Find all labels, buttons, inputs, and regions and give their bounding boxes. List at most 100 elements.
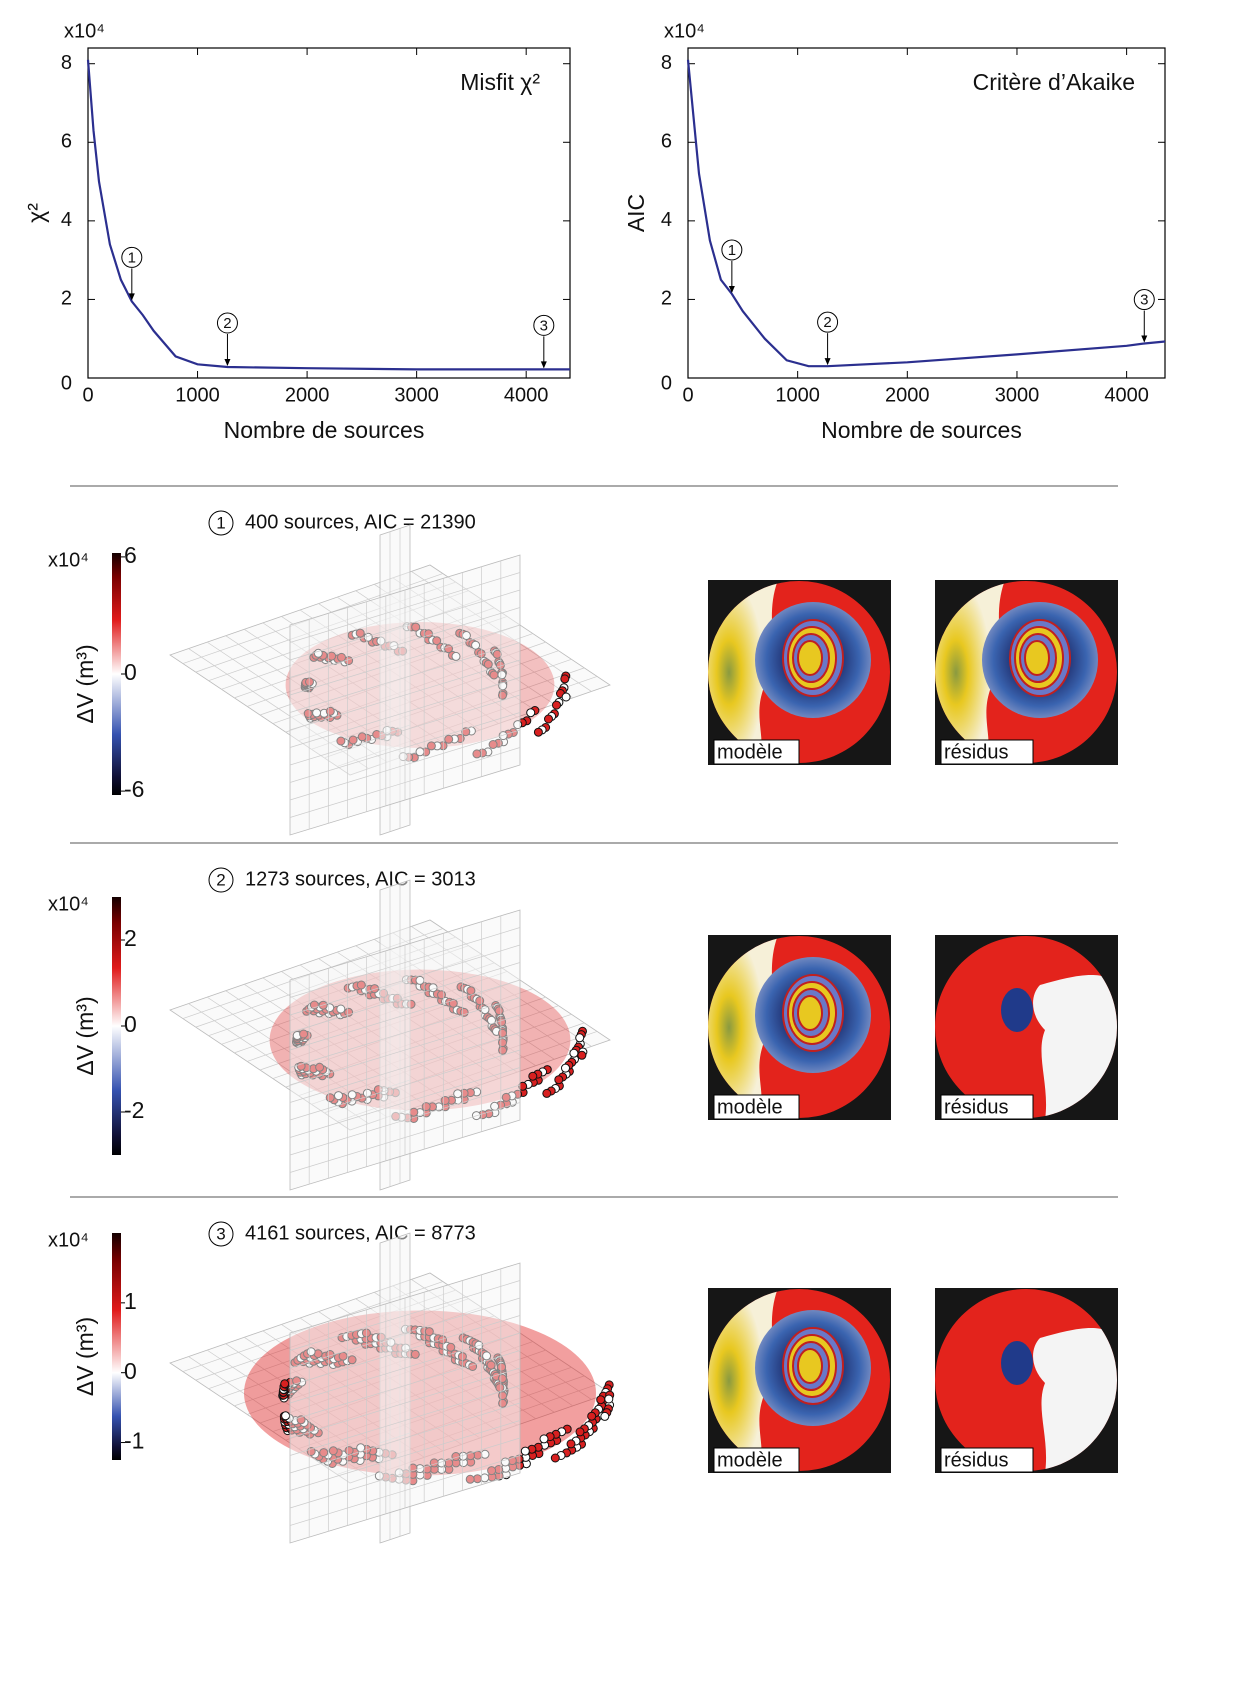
x-tick-label: 0 — [82, 384, 93, 406]
grid-plane-line — [289, 747, 521, 818]
source-point — [539, 1434, 549, 1444]
colorbar — [112, 553, 121, 795]
row-caption: 4161 sources, AIC = 8773 — [245, 1222, 476, 1244]
y-tick-label: 2 — [61, 288, 72, 310]
panel-label-box — [713, 739, 800, 765]
colorbar-tick-label: 6 — [124, 542, 137, 568]
fringe — [1024, 640, 1050, 676]
line-series — [86, 59, 570, 371]
colorbar-tick-label: -6 — [124, 776, 144, 802]
panel-label-box — [713, 1094, 800, 1120]
colorbar-multiplier: x10⁴ — [48, 893, 89, 915]
panel-label-box — [713, 1447, 800, 1473]
source-point — [542, 1088, 552, 1098]
row-number: 2 — [216, 870, 225, 889]
y-tick-label: 4 — [661, 209, 672, 231]
panel-label-box — [940, 739, 1034, 765]
source-point — [604, 1394, 614, 1404]
x-tick-label: 0 — [682, 384, 693, 406]
chart-title: Critère d’Akaike — [973, 69, 1135, 95]
plot-frame — [87, 47, 571, 379]
source-point — [552, 700, 561, 710]
y-tick-label: 8 — [61, 52, 72, 74]
source-point — [596, 1395, 606, 1405]
annotation-label: 3 — [540, 317, 548, 334]
annotation-circle — [533, 314, 555, 336]
residual-interferogram: résidus — [935, 935, 1118, 1120]
plot-frame — [687, 47, 1166, 379]
y-tick-label: 4 — [61, 209, 72, 231]
panel-label-box — [940, 1094, 1034, 1120]
row-number: 3 — [216, 1224, 225, 1243]
colorbar-tick-label: -2 — [124, 1097, 144, 1123]
row-number: 1 — [216, 513, 225, 532]
annotation-circle — [817, 311, 839, 333]
uplift-zone — [708, 1289, 778, 1471]
source-point — [569, 1048, 579, 1058]
uplift-zone — [935, 581, 1005, 763]
x-axis-label: Nombre de sources — [821, 417, 1022, 443]
residual-interferogram: résidus — [935, 1288, 1118, 1473]
colorbar-multiplier: x10⁴ — [48, 1229, 89, 1251]
y-offset-label: x10⁴ — [664, 20, 705, 42]
source-volume-3d — [169, 1232, 615, 1544]
x-axis-label: Nombre de sources — [224, 417, 425, 443]
annotation-arrowhead — [540, 361, 547, 369]
fringe — [797, 995, 823, 1031]
interferogram-disk — [708, 936, 890, 1118]
row-caption: 400 sources, AIC = 21390 — [245, 511, 476, 533]
colorbar — [112, 1233, 121, 1460]
panel-label: modèle — [717, 741, 783, 763]
fringe — [797, 1348, 823, 1384]
annotation-arrowhead — [824, 358, 831, 366]
colorbar-label: ΔV (m³) — [72, 644, 98, 723]
annotation-arrowhead — [224, 359, 231, 366]
y-axis-label: AIC — [623, 194, 649, 232]
source-point — [528, 1071, 538, 1081]
grid-plane-line — [289, 1102, 521, 1173]
residual-interferogram: résidus — [935, 580, 1118, 765]
row-number-circle — [208, 867, 234, 893]
uplift-zone — [708, 936, 778, 1118]
annotation-circle — [121, 246, 143, 268]
panel-label: modèle — [717, 1449, 783, 1471]
y-tick-label: 6 — [61, 131, 72, 153]
residual-blue — [1001, 1341, 1033, 1385]
x-tick-label: 2000 — [885, 384, 930, 406]
source-point — [600, 1411, 610, 1421]
annotation-arrowhead — [728, 285, 735, 293]
x-tick-label: 1000 — [775, 384, 820, 406]
x-tick-label: 4000 — [504, 384, 549, 406]
source-point — [520, 1446, 530, 1456]
model-interferogram: modèle — [708, 935, 891, 1120]
y-tick-label: 0 — [661, 372, 672, 394]
grid-plane-line — [289, 729, 521, 801]
y-offset-label: x10⁴ — [64, 20, 105, 42]
x-tick-label: 1000 — [175, 384, 220, 406]
interferogram-disk — [935, 936, 1117, 1118]
x-tick-label: 3000 — [394, 384, 439, 406]
y-tick-label: 6 — [661, 131, 672, 153]
annotation-circle — [216, 312, 238, 334]
colorbar-tick-label: 2 — [124, 925, 137, 951]
source-point — [544, 714, 553, 724]
row-number-circle — [208, 1221, 234, 1247]
colorbar-label: ΔV (m³) — [72, 1317, 98, 1396]
source-point — [561, 692, 571, 702]
grid-plane-line — [289, 1084, 521, 1156]
colorbar-tick-label: 0 — [124, 1011, 137, 1037]
annotation-label: 2 — [223, 315, 231, 332]
interferogram-disk — [935, 581, 1117, 763]
source-point — [561, 1063, 570, 1073]
chart-title: Misfit χ² — [460, 69, 540, 95]
model-interferogram: modèle — [708, 580, 891, 765]
colorbar-tick-label: 0 — [124, 659, 137, 685]
source-point — [533, 727, 543, 737]
x-tick-label: 2000 — [285, 384, 330, 406]
annotation-arrowhead — [128, 293, 135, 301]
source-point — [587, 1411, 597, 1421]
row-caption: 1273 sources, AIC = 3013 — [245, 868, 476, 890]
annotation-label: 1 — [728, 242, 736, 259]
